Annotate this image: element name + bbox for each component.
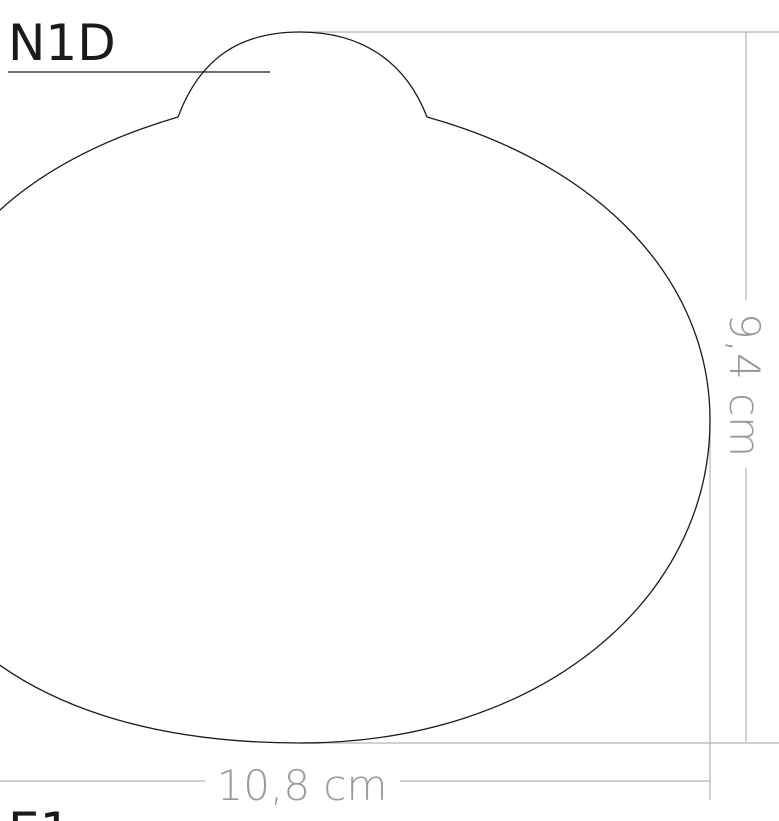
- width-dimension-label: 10,8 cm: [217, 761, 388, 810]
- shape-outline: [0, 31, 711, 744]
- height-dimension-label: 9,4 cm: [720, 313, 769, 457]
- secondary-code-label: E1: [8, 802, 71, 821]
- product-code-label: N1D: [8, 14, 116, 72]
- shape-outline-left: [0, 116, 179, 211]
